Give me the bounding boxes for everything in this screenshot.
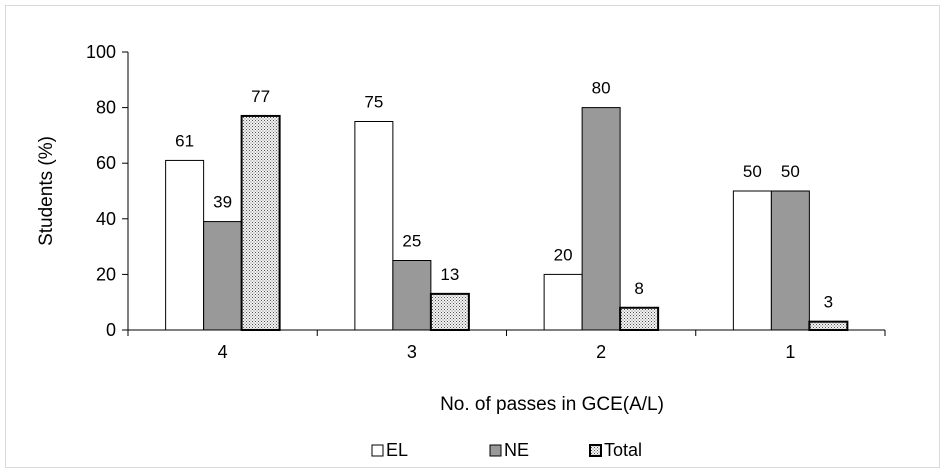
bar-ne-3 bbox=[392, 260, 432, 331]
bar-ne-1 bbox=[770, 190, 810, 331]
legend-swatch-el bbox=[371, 444, 384, 457]
data-label: 80 bbox=[592, 79, 611, 98]
bar-el-2 bbox=[543, 273, 583, 331]
bar-el-4 bbox=[165, 159, 205, 331]
bar-ne-4 bbox=[203, 221, 243, 331]
legend-swatch-total bbox=[589, 444, 602, 457]
data-label: 61 bbox=[175, 131, 194, 150]
y-tick-label: 40 bbox=[96, 209, 116, 229]
x-axis-title: No. of passes in GCE(A/L) bbox=[440, 394, 664, 415]
legend-label-el: EL bbox=[386, 440, 408, 460]
y-axis-title: Students (%) bbox=[36, 136, 57, 246]
bar-total-2 bbox=[619, 306, 660, 332]
bar-total-3 bbox=[429, 292, 470, 331]
y-tick-label: 60 bbox=[96, 153, 116, 173]
x-tick-label: 2 bbox=[596, 342, 606, 362]
legend: EL NE Total bbox=[371, 440, 642, 460]
y-tick-label: 20 bbox=[96, 264, 116, 284]
data-label: 3 bbox=[824, 293, 833, 312]
data-label: 75 bbox=[364, 93, 383, 112]
y-tick-label: 100 bbox=[86, 42, 116, 62]
data-label: 50 bbox=[781, 162, 800, 181]
bar-total-4 bbox=[240, 114, 281, 331]
bars bbox=[165, 107, 849, 332]
legend-label-total: Total bbox=[604, 440, 642, 460]
y-tick-label: 80 bbox=[96, 98, 116, 118]
bar-el-3 bbox=[354, 121, 394, 331]
data-label: 20 bbox=[554, 245, 573, 264]
data-label: 13 bbox=[440, 265, 459, 284]
y-tick-label: 0 bbox=[106, 320, 116, 340]
data-label: 8 bbox=[634, 279, 643, 298]
data-label: 25 bbox=[402, 232, 421, 251]
bar-total-1 bbox=[808, 320, 849, 332]
data-label: 50 bbox=[743, 162, 762, 181]
x-tick-label: 1 bbox=[785, 342, 795, 362]
data-labels: 61 75 20 50 39 25 80 50 77 13 8 3 bbox=[175, 79, 833, 312]
legend-swatch-ne bbox=[489, 444, 502, 457]
data-label: 77 bbox=[251, 87, 270, 106]
legend-label-ne: NE bbox=[504, 440, 529, 460]
bar-ne-2 bbox=[581, 107, 621, 331]
x-tick-label: 4 bbox=[218, 342, 228, 362]
bar-el-1 bbox=[732, 190, 772, 331]
x-tick-label: 3 bbox=[407, 342, 417, 362]
data-label: 39 bbox=[213, 193, 232, 212]
